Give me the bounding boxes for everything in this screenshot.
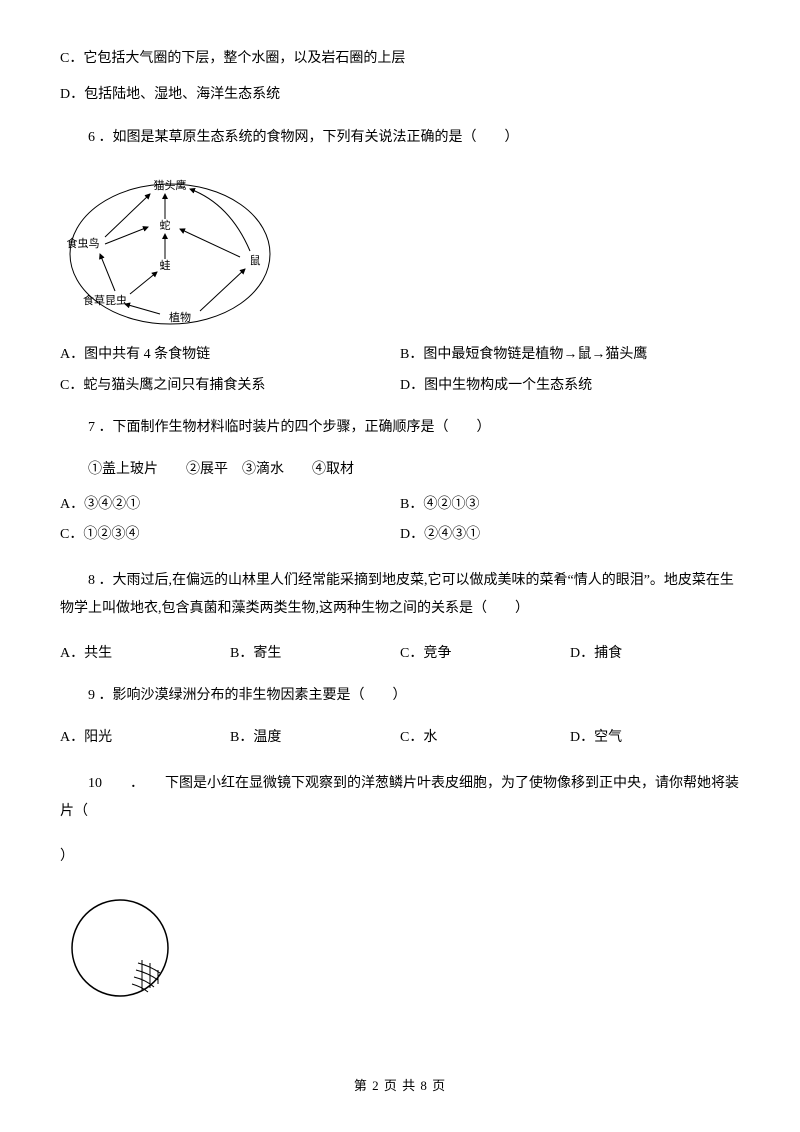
q10-stem-a: 10 ． 下图是小红在显微镜下观察到的洋葱鳞片叶表皮细胞，为了使物像移到正中央，… [60, 770, 740, 826]
q8-options: A．共生 B．寄生 C．竞争 D．捕食 [60, 643, 740, 665]
q7-stem: 7 ．下面制作生物材料临时装片的四个步骤，正确顺序是（ ） [60, 417, 740, 439]
q7-option-d: D．②④③① [400, 524, 480, 546]
page-footer: 第 2 页 共 8 页 [0, 1076, 800, 1097]
q6-option-a: A．图中共有 4 条食物链 [60, 344, 400, 366]
q9-option-c: C．水 [400, 727, 570, 749]
q6-foodweb-diagram: 猫头鹰 食虫鸟 蛇 蛙 鼠 食草昆虫 植物 [60, 169, 280, 329]
q7-option-b: B．④②①③ [400, 494, 479, 516]
q6-options-row1: A．图中共有 4 条食物链 B．图中最短食物链是植物→鼠→猫头鹰 [60, 344, 740, 366]
node-frog: 蛙 [160, 259, 171, 272]
q7-options-row2: C．①②③④ D．②④③① [60, 524, 740, 546]
q8-option-a: A．共生 [60, 643, 230, 665]
node-owl: 猫头鹰 [154, 178, 187, 192]
q10-microscope-diagram [60, 888, 180, 1008]
q10-stem-b: ） [60, 846, 740, 868]
q9-stem: 9 ．影响沙漠绿洲分布的非生物因素主要是（ ） [60, 685, 740, 707]
q9-option-a: A．阳光 [60, 727, 230, 749]
q6-option-d: D．图中生物构成一个生态系统 [400, 375, 592, 397]
q7-option-a: A．③④②① [60, 494, 400, 516]
q8-option-c: C．竞争 [400, 643, 570, 665]
q9-options: A．阳光 B．温度 C．水 D．空气 [60, 727, 740, 749]
q5-option-c: C．它包括大气圈的下层，整个水圈，以及岩石圈的上层 [60, 48, 740, 70]
q7-items: ①盖上玻片 ②展平 ③滴水 ④取材 [60, 459, 740, 481]
q6-options-row2: C．蛇与猫头鹰之间只有捕食关系 D．图中生物构成一个生态系统 [60, 375, 740, 397]
q7-option-c: C．①②③④ [60, 524, 400, 546]
q8-option-b: B．寄生 [230, 643, 400, 665]
node-plant: 植物 [169, 310, 191, 324]
q5-option-d: D．包括陆地、湿地、海洋生态系统 [60, 84, 740, 106]
q9-option-d: D．空气 [570, 727, 740, 749]
node-mouse: 鼠 [250, 253, 261, 267]
q7-options-row1: A．③④②① B．④②①③ [60, 494, 740, 516]
q6-stem: 6 ．如图是某草原生态系统的食物网，下列有关说法正确的是（ ） [60, 127, 740, 149]
node-snake: 蛇 [160, 218, 171, 232]
q6-option-b: B．图中最短食物链是植物→鼠→猫头鹰 [400, 344, 647, 366]
node-bird: 食虫鸟 [67, 236, 100, 250]
node-insect: 食草昆虫 [83, 293, 127, 307]
q9-option-b: B．温度 [230, 727, 400, 749]
q6-option-c: C．蛇与猫头鹰之间只有捕食关系 [60, 375, 400, 397]
q8-option-d: D．捕食 [570, 643, 740, 665]
q8-stem: 8 ．大雨过后,在偏远的山林里人们经常能采摘到地皮菜,它可以做成美味的菜肴“情人… [60, 567, 740, 623]
